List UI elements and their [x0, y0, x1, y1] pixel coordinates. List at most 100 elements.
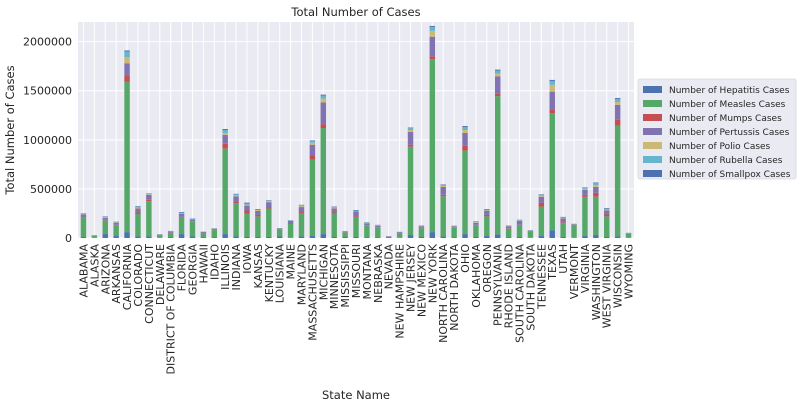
bar-segment [331, 207, 337, 209]
bar-segment [222, 130, 228, 133]
x-tick-label: GEORGIA [186, 244, 199, 296]
bar-segment [593, 192, 599, 197]
bar-segment [124, 57, 130, 64]
x-tick-label: MAINE [285, 244, 298, 279]
bar-segment [233, 203, 239, 237]
x-tick-label: MASSACHUSETTS [306, 244, 319, 341]
bar-segment [178, 212, 185, 214]
bar-segment [473, 237, 479, 238]
bar-segment [538, 236, 545, 238]
bar-segment [222, 148, 228, 235]
x-tick-label: VERMONT [568, 244, 581, 299]
bar-segment [233, 201, 239, 204]
bar-segment [495, 93, 501, 97]
bar-segment [495, 73, 501, 77]
bar-segment [473, 222, 479, 225]
bar-segment [244, 205, 250, 211]
x-tick-label: FLORIDA [176, 244, 189, 292]
bar-segment [429, 26, 436, 31]
bar-segment [80, 217, 87, 238]
bar-segment [266, 207, 272, 209]
bar-segment [516, 225, 523, 238]
x-tick-label: NEW HAMPSHIRE [394, 244, 407, 339]
bar-segment [211, 228, 217, 230]
bar-segment [320, 95, 327, 99]
bar-segment [549, 84, 555, 92]
bar-segment [222, 143, 228, 149]
x-tick-label: TENNESSEE [535, 244, 548, 310]
bar-segment [298, 205, 305, 207]
bar-segment [560, 222, 566, 224]
y-tick-label: 1500000 [23, 85, 72, 98]
bar-segment [255, 237, 261, 238]
bar-segment [200, 233, 207, 238]
bar-segment [571, 224, 577, 226]
x-tick-label: MICHIGAN [317, 244, 330, 300]
x-tick-label: OKLAHOMA [470, 244, 483, 308]
bar-segment [135, 213, 141, 237]
bar-segment [102, 220, 108, 235]
bar-segment [527, 230, 534, 232]
legend-swatch [643, 128, 662, 135]
bar-segment [146, 201, 152, 237]
bar-segment [516, 237, 523, 238]
y-tick-label: 2000000 [23, 36, 72, 49]
x-tick-label: TEXAS [546, 244, 559, 281]
bar-segment [157, 235, 163, 238]
bar-segment [320, 234, 327, 238]
bar-segment [429, 56, 436, 60]
bar-segment [233, 194, 239, 196]
legend-swatch [643, 86, 662, 93]
bar-segment [80, 214, 87, 218]
bar-segment [124, 76, 130, 82]
bar-segment [178, 217, 185, 235]
bar-segment [255, 216, 261, 238]
bar-segment [614, 98, 621, 100]
legend-swatch [643, 142, 662, 149]
bar-segment [309, 142, 316, 145]
bar-segment [244, 203, 250, 205]
bar-segment [309, 155, 316, 160]
x-tick-label: ILLINOIS [219, 244, 232, 290]
bar-segment [255, 210, 261, 211]
bar-segment [516, 220, 523, 225]
y-tick-label: 500000 [30, 183, 72, 196]
bar-segment [331, 212, 337, 214]
bar-segment [287, 223, 294, 238]
x-tick-label: CONNECTICUT [143, 244, 156, 324]
x-tick-label: SOUTH CAROLINA [514, 244, 527, 343]
x-tick-label: DISTRICT OF COLUMBIA [165, 244, 178, 375]
x-tick-label: ARKANSAS [110, 244, 123, 304]
x-tick-label: KENTUCKY [263, 244, 276, 303]
bar-segment [222, 134, 228, 144]
bars [80, 25, 632, 238]
bar-segment [440, 184, 446, 186]
x-tick-label: PENNSYLVANIA [492, 244, 505, 326]
bar-segment [407, 131, 414, 145]
bar-segment [124, 50, 130, 52]
bar-segment [614, 236, 621, 238]
bar-segment [266, 208, 272, 238]
bar-segment [538, 196, 545, 203]
bar-segment [287, 221, 294, 224]
bar-segment [255, 214, 261, 217]
bar-segment [331, 237, 337, 238]
bar-segment [320, 94, 327, 96]
x-tick-label: SOUTH DAKOTA [524, 244, 537, 331]
bar-segment [549, 91, 555, 110]
chart-title: Total Number of Cases [290, 5, 420, 19]
bar-segment [604, 237, 610, 238]
y-tick-label: 0 [65, 232, 72, 245]
bar-segment [484, 216, 490, 237]
bar-segment [309, 159, 316, 237]
bar-segment [135, 212, 141, 214]
bar-segment [135, 206, 141, 208]
bar-segment [102, 217, 108, 220]
x-tick-label: NEVADA [383, 244, 396, 290]
bar-segment [320, 128, 327, 235]
x-tick-label: UTAH [557, 244, 570, 274]
bar-segment [331, 208, 337, 213]
bar-segment [614, 119, 621, 126]
x-tick-label: WYOMING [623, 244, 636, 299]
